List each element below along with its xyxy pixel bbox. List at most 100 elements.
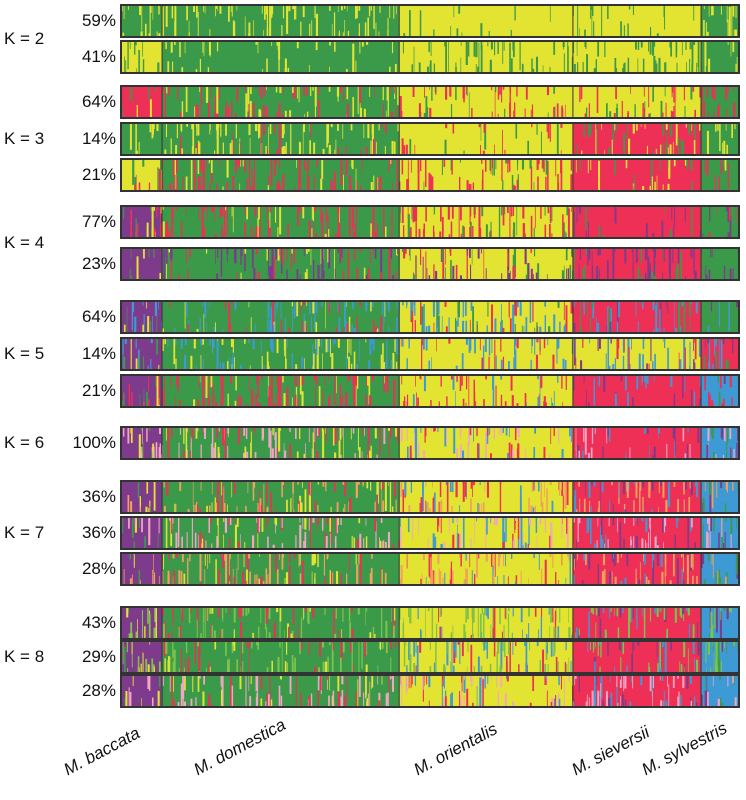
individual-bar (412, 207, 415, 223)
individual-bar (387, 87, 389, 117)
individual-bar (423, 112, 426, 117)
individual-bar (534, 505, 536, 512)
individual-bar (607, 6, 609, 19)
individual-bar (269, 207, 271, 228)
individual-bar (195, 697, 197, 706)
individual-bar (484, 124, 487, 150)
individual-bar (199, 87, 201, 93)
individual-bar (245, 608, 248, 616)
individual-bar (465, 631, 467, 638)
individual-bar (376, 483, 379, 512)
individual-bar (556, 339, 558, 364)
individual-bar (122, 518, 124, 534)
individual-bar (534, 207, 536, 228)
individual-bar (591, 428, 594, 444)
individual-bar (640, 676, 643, 686)
individual-bar (284, 146, 286, 154)
individual-bar (434, 536, 437, 548)
individual-bar (407, 214, 410, 237)
individual-bar (351, 642, 353, 672)
individual-bar (659, 676, 661, 681)
individual-bar (131, 642, 133, 668)
individual-bar (496, 676, 498, 688)
individual-bar (546, 642, 549, 654)
individual-bar (298, 500, 300, 512)
individual-bar (562, 214, 564, 237)
individual-bar (309, 518, 312, 548)
individual-bar (638, 579, 641, 584)
individual-bar (292, 6, 295, 10)
individual-bar (603, 234, 605, 237)
individual-bar (691, 518, 693, 528)
individual-bar (337, 302, 339, 312)
individual-bar (360, 184, 362, 190)
individual-bar (444, 139, 447, 154)
individual-bar (520, 571, 522, 584)
individual-bar (628, 6, 631, 10)
individual-bar (614, 160, 616, 175)
individual-bar (685, 276, 687, 279)
individual-bar (256, 376, 258, 386)
individual-bar (429, 507, 431, 512)
individual-bar (335, 608, 337, 619)
individual-bar (300, 207, 301, 214)
individual-bar (693, 391, 696, 406)
individual-bar (161, 328, 164, 332)
individual-bar (260, 676, 263, 690)
individual-bar (725, 124, 727, 131)
individual-bar (356, 316, 358, 332)
individual-bar (332, 339, 334, 348)
individual-bar (174, 503, 176, 512)
individual-bar (652, 690, 653, 706)
individual-bar (351, 535, 353, 548)
individual-bar (458, 6, 461, 14)
individual-bar (232, 339, 234, 368)
individual-bar (278, 102, 281, 117)
individual-bar (370, 567, 373, 584)
individual-bar (196, 608, 199, 629)
individual-bar (299, 376, 300, 387)
admixture-panel (120, 480, 740, 514)
individual-bar (460, 554, 462, 567)
individual-bar (187, 269, 189, 279)
individual-bar (344, 503, 346, 512)
individual-bar (497, 642, 500, 654)
individual-bar (726, 144, 728, 154)
individual-bar (338, 339, 340, 349)
individual-bar (531, 58, 533, 72)
individual-bar (622, 608, 624, 614)
individual-bar (263, 87, 266, 96)
individual-bar (563, 222, 565, 237)
individual-bar (188, 32, 190, 36)
individual-bar (315, 339, 318, 355)
individual-bar (403, 145, 406, 154)
individual-bar (454, 642, 457, 657)
individual-bar (410, 160, 412, 173)
individual-bar (450, 561, 453, 584)
individual-bar (268, 554, 271, 584)
individual-bar (362, 428, 364, 435)
individual-bar (338, 630, 340, 638)
individual-bar (737, 428, 738, 441)
individual-bar (512, 540, 515, 548)
individual-bar (414, 428, 418, 458)
individual-bar (166, 263, 167, 279)
individual-bar (570, 660, 572, 672)
individual-bar (662, 272, 664, 279)
individual-bar (515, 302, 517, 317)
individual-bar (659, 309, 661, 332)
individual-bar (556, 124, 559, 154)
individual-bar (215, 559, 217, 584)
individual-bar (157, 690, 160, 706)
individual-bar (393, 378, 396, 406)
individual-bar (147, 676, 150, 689)
individual-bar (220, 249, 223, 277)
individual-bar (408, 505, 411, 512)
individual-bar (692, 87, 695, 92)
individual-bar (570, 174, 573, 190)
individual-bar (225, 124, 227, 136)
individual-bar (386, 642, 388, 654)
individual-bar (547, 207, 550, 214)
individual-bar (262, 580, 265, 584)
individual-bar (306, 268, 308, 279)
